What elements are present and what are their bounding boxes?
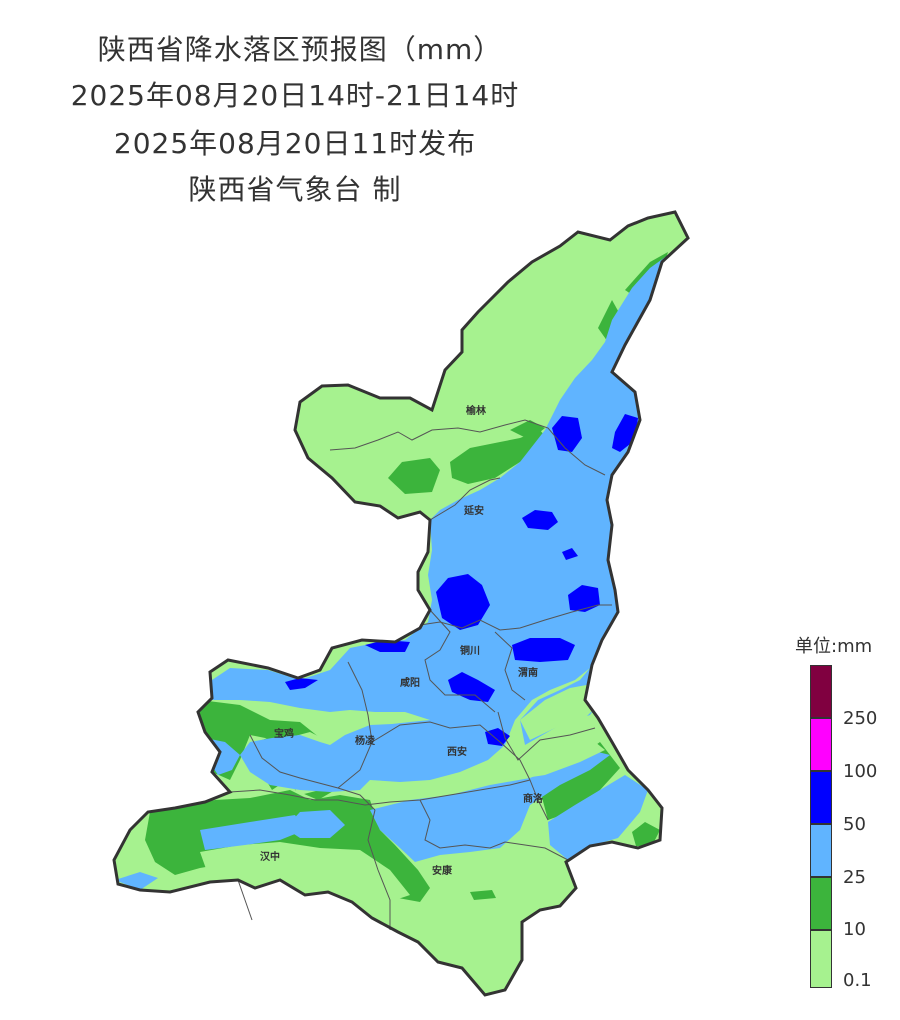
legend-title: 单位:mm [795,636,873,657]
city-label-hanzhong: 汉中 [260,850,280,863]
rain-area-10-25 [388,458,440,494]
rain-area-25-50 [200,815,305,850]
rain-area-50-100 [522,510,558,530]
rain-area-light-island [520,738,605,778]
rain-area-50-100 [552,416,582,452]
rain-area-25-50 [548,775,648,860]
legend-label-100: 100 [843,761,878,782]
rain-area-50-100 [512,638,575,662]
map-title: 陕西省降水落区预报图（mm） [97,33,503,66]
rain-area-50-100 [562,548,578,560]
legend-swatch-10-25 [810,877,832,930]
rain-area-10-25 [450,430,548,484]
legend-swatch-100-250 [810,718,832,771]
legend-swatch-over-250 [810,665,832,718]
city-label-ankang: 安康 [432,864,453,877]
legend-swatch-50-100 [810,771,832,824]
rain-area-10-25 [470,890,496,900]
rain-area-10-25 [598,300,622,345]
rain-area-50-100 [285,678,318,690]
city-label-weinan: 渭南 [518,666,538,679]
rain-area-50-100 [568,585,600,612]
legend: 单位:mm 250 100 50 25 10 0.1 [795,632,895,1002]
rain-area-50-100 [365,640,410,652]
city-label-baoji: 宝鸡 [274,727,294,740]
rain-area-50-100 [436,574,490,630]
city-label-yangling: 杨凌 [355,734,376,747]
rain-area-10-25 [632,822,660,846]
rain-area-light-island [520,684,598,740]
legend-label-25: 25 [843,867,866,888]
legend-label-10: 10 [843,919,866,940]
legend-label-50: 50 [843,814,866,835]
rain-area-light-island [200,842,410,900]
rain-area-10-25 [510,420,545,440]
issuer: 陕西省气象台 制 [188,173,402,206]
legend-label-0-1: 0.1 [843,970,872,991]
legend-swatch-25-50 [810,824,832,877]
city-label-shangluo: 商洛 [523,792,544,805]
rain-area-25-50 [370,750,610,862]
city-label-tongchuan: 铜川 [460,644,480,657]
city-label-yulin: 榆林 [466,404,487,417]
city-label-xian: 西安 [447,745,467,758]
rain-area-25-50 [115,872,158,890]
city-label-yanan: 延安 [463,504,484,517]
legend-label-250: 250 [843,708,878,729]
city-label-xianyang: 咸阳 [400,676,420,689]
forecast-period: 2025年08月20日14时-21日14时 [70,79,520,112]
city-boundaries [229,419,612,930]
issue-time: 2025年08月20日11时发布 [113,127,477,160]
legend-swatch-0-1-10 [810,930,832,988]
